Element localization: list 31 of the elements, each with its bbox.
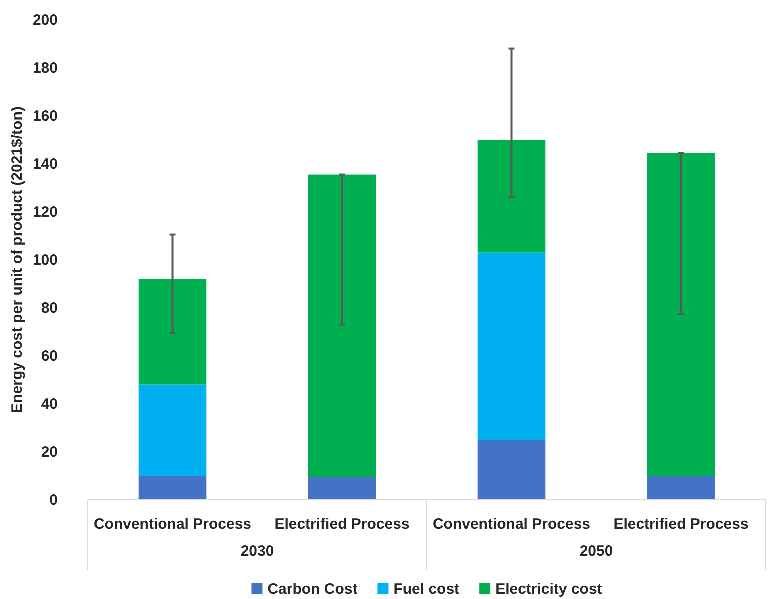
y-tick-label: 60 xyxy=(41,348,58,365)
y-tick-label: 20 xyxy=(41,444,58,461)
x-tick-label: Electrified Process xyxy=(614,516,749,533)
bar xyxy=(308,477,376,500)
x-tick-label: Conventional Process xyxy=(432,516,591,533)
bar xyxy=(138,279,207,385)
bar xyxy=(138,476,207,500)
x-tick-label: Conventional Process xyxy=(94,516,252,533)
y-tick-label: 160 xyxy=(32,108,58,125)
bar xyxy=(308,174,376,478)
bar xyxy=(647,153,716,476)
y-tick-label: 40 xyxy=(41,396,58,413)
bar xyxy=(647,476,716,500)
y-axis-title: Energy cost per unit of product (2021$/ton) xyxy=(9,106,26,414)
bar xyxy=(478,440,546,500)
bar xyxy=(138,384,207,476)
y-tick-label: 120 xyxy=(32,204,58,221)
y-tick-label: 100 xyxy=(32,252,58,269)
x-tick-label: Electrified Process xyxy=(274,516,410,533)
text: 2050 xyxy=(580,543,614,560)
y-tick-label: 200 xyxy=(32,12,58,29)
bar xyxy=(478,252,546,440)
legend-label: Fuel cost xyxy=(394,581,460,598)
text: 2030 xyxy=(240,543,274,560)
y-tick-label: 180 xyxy=(32,60,58,77)
bar xyxy=(478,140,546,253)
y-tick-label: 0 xyxy=(50,492,58,509)
legend-label: Carbon Cost xyxy=(268,581,358,598)
legend-label: Electricity cost xyxy=(496,581,602,598)
y-tick-label: 80 xyxy=(41,300,58,317)
y-tick-label: 140 xyxy=(32,156,58,173)
